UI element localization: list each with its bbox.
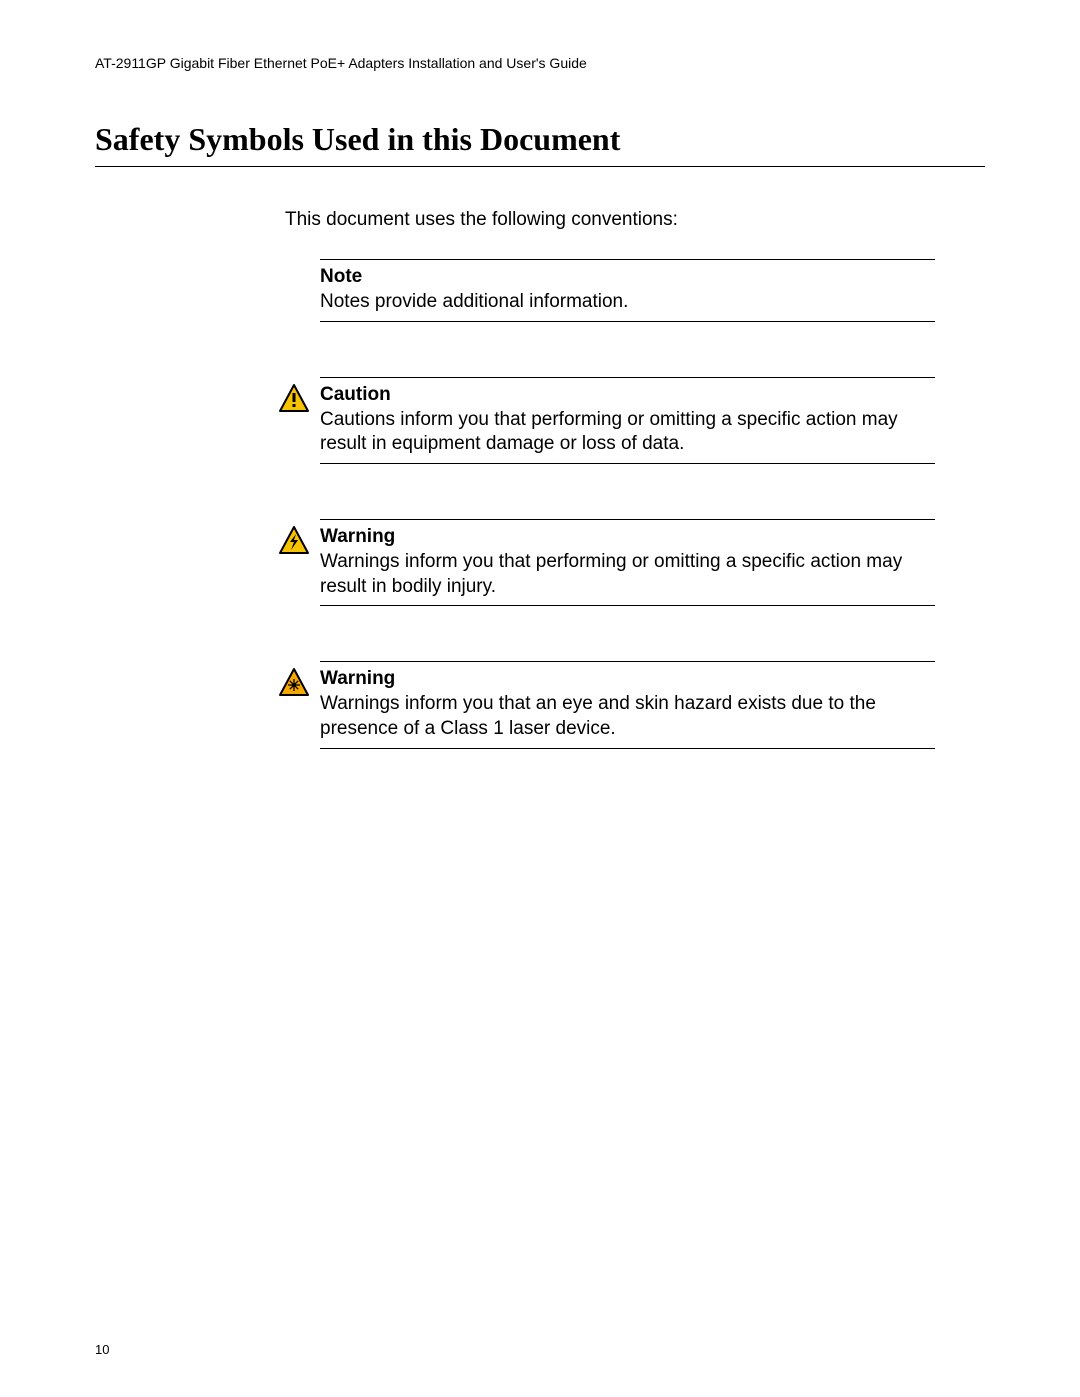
note-text: Notes provide additional information. [320,290,935,315]
warning-bolt-block-inner: Warning Warnings inform you that perform… [320,519,935,606]
warning-laser-label: Warning [320,668,935,690]
note-block-inner: Note Notes provide additional informatio… [320,259,935,322]
warning-bolt-icon [278,525,310,557]
warning-laser-block-inner: Warning Warnings inform you that an eye … [320,661,935,748]
caution-text: Cautions inform you that performing or o… [320,408,935,457]
caution-icon [278,383,310,415]
warning-laser-icon [278,667,310,699]
intro-text: This document uses the following convent… [285,209,985,231]
document-page: AT-2911GP Gigabit Fiber Ethernet PoE+ Ad… [0,0,1080,1397]
caution-label: Caution [320,384,935,406]
warning-bolt-text: Warnings inform you that performing or o… [320,550,935,599]
warning-laser-block: Warning Warnings inform you that an eye … [320,661,935,748]
caution-block: Caution Cautions inform you that perform… [320,377,935,464]
page-header: AT-2911GP Gigabit Fiber Ethernet PoE+ Ad… [95,55,985,71]
note-block: Note Notes provide additional informatio… [320,259,935,322]
section-title: Safety Symbols Used in this Document [95,121,985,167]
note-label: Note [320,266,935,288]
caution-block-inner: Caution Cautions inform you that perform… [320,377,935,464]
warning-bolt-label: Warning [320,526,935,548]
warning-bolt-block: Warning Warnings inform you that perform… [320,519,935,606]
warning-laser-text: Warnings inform you that an eye and skin… [320,692,935,741]
page-number: 10 [95,1342,109,1357]
